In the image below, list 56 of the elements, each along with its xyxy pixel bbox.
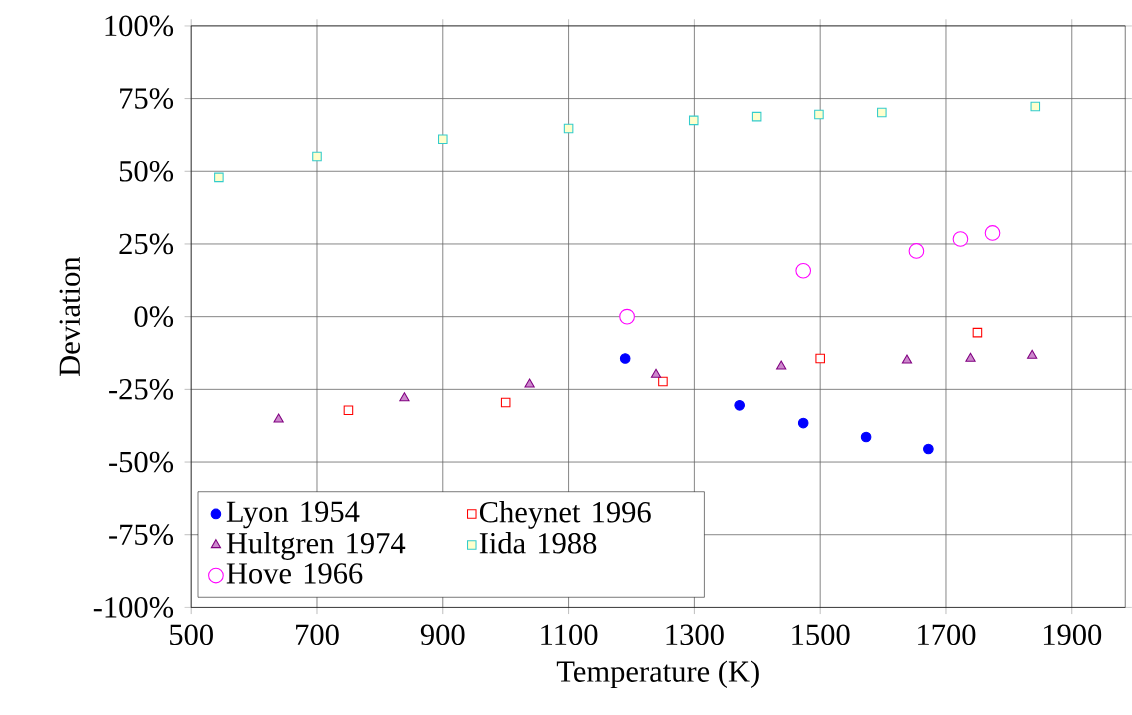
x-tick-label: 500 bbox=[170, 624, 213, 646]
y-tick-label: -100% bbox=[93, 597, 174, 618]
point bbox=[923, 443, 934, 455]
point bbox=[972, 327, 983, 338]
point bbox=[797, 417, 809, 429]
y-tick-label: -75% bbox=[109, 524, 174, 546]
point bbox=[908, 243, 925, 259]
point bbox=[734, 400, 745, 411]
legend-label: Cheynet 1996 bbox=[479, 501, 651, 529]
y-tick-label: 100% bbox=[105, 15, 174, 37]
point bbox=[901, 354, 913, 364]
point bbox=[1027, 349, 1038, 359]
x-tick-label: 1500 bbox=[792, 624, 850, 646]
legend-label: Lyon 1954 bbox=[226, 501, 360, 529]
point bbox=[877, 107, 887, 118]
y-tick-label: -50% bbox=[109, 451, 174, 473]
legend-label: Iida 1988 bbox=[479, 532, 597, 554]
point bbox=[860, 431, 872, 443]
point bbox=[214, 172, 224, 183]
point bbox=[776, 360, 787, 370]
point bbox=[500, 397, 511, 408]
x-tick-label: 1300 bbox=[666, 624, 724, 646]
x-tick-label: 1100 bbox=[541, 624, 598, 646]
point bbox=[815, 353, 825, 364]
point bbox=[965, 352, 976, 362]
point bbox=[619, 308, 635, 325]
point bbox=[650, 368, 662, 378]
x-tick-label: 1900 bbox=[1043, 624, 1102, 646]
point bbox=[751, 111, 762, 122]
x-tick-label: 900 bbox=[420, 624, 465, 646]
point bbox=[795, 262, 812, 279]
y-tick-label: -25% bbox=[109, 378, 174, 400]
legend-label: Hove 1966 bbox=[226, 563, 363, 584]
point bbox=[312, 151, 322, 162]
point bbox=[438, 134, 448, 145]
y-tick-label: 50% bbox=[119, 160, 174, 182]
point bbox=[688, 115, 699, 126]
point bbox=[343, 405, 354, 416]
point bbox=[984, 225, 1001, 241]
point bbox=[952, 231, 969, 247]
point bbox=[658, 376, 668, 387]
x-tick-label: 1700 bbox=[918, 624, 976, 646]
x-tick-label: 700 bbox=[296, 624, 339, 646]
y-tick-label: 25% bbox=[119, 233, 174, 255]
x-axis-title: Temperature (K) bbox=[556, 660, 759, 689]
point bbox=[524, 378, 535, 388]
y-tick-label: 75% bbox=[120, 88, 174, 109]
legend-label: Hultgren 1974 bbox=[226, 532, 406, 560]
point bbox=[563, 123, 574, 134]
point bbox=[1030, 101, 1041, 112]
y-tick-label: 0% bbox=[134, 306, 174, 328]
point bbox=[619, 353, 631, 364]
y-axis-title: Deviation bbox=[59, 256, 81, 377]
point bbox=[399, 392, 410, 402]
point bbox=[814, 109, 824, 120]
point bbox=[273, 413, 284, 423]
